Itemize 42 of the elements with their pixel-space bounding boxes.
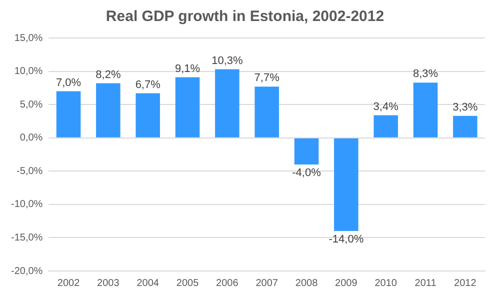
x-tick-label: 2002 (57, 278, 80, 289)
x-tick-label: 2009 (335, 278, 358, 289)
y-tick-label: -20,0% (10, 266, 43, 277)
data-label: 7,7% (254, 72, 280, 84)
x-tick-label: 2006 (216, 278, 239, 289)
y-tick-label: -10,0% (10, 199, 43, 210)
bar (96, 83, 120, 138)
data-label: -4,0% (292, 167, 322, 180)
x-tick-label: 2004 (136, 278, 160, 289)
bar (453, 116, 478, 138)
y-tick-label: 10,0% (14, 66, 43, 78)
data-label: 9,1% (174, 62, 200, 75)
data-label: 10,3% (212, 54, 243, 67)
bar (413, 82, 438, 138)
bar (136, 93, 160, 138)
bar (294, 138, 319, 164)
y-tick-label: 0,0% (20, 132, 43, 144)
y-tick-label: 15,0% (14, 32, 43, 44)
bar (56, 91, 81, 138)
y-tick-label: -5,0% (16, 166, 43, 177)
bar (175, 77, 200, 138)
data-label: 3,3% (452, 101, 478, 114)
x-tick-label: 2010 (374, 278, 398, 289)
bar (334, 138, 358, 232)
y-tick-label: -15,0% (10, 232, 43, 244)
x-tick-label: 2003 (97, 278, 120, 289)
chart-title: Real GDP growth in Estonia, 2002-2012 (106, 8, 384, 26)
y-tick-label: 5,0% (20, 99, 43, 110)
data-label: 6,7% (135, 78, 161, 91)
bar (254, 86, 279, 138)
data-label: -14,0% (328, 234, 364, 246)
bar (215, 69, 240, 138)
data-label: 8,2% (96, 68, 121, 81)
x-tick-label: 2011 (414, 278, 437, 289)
x-tick-label: 2012 (454, 278, 477, 289)
data-label: 8,3% (412, 68, 438, 80)
x-tick-label: 2005 (176, 278, 200, 289)
bar (374, 115, 398, 138)
x-tick-label: 2008 (295, 278, 318, 289)
data-label: 3,4% (373, 100, 399, 113)
data-label: 7,0% (56, 76, 82, 89)
x-tick-label: 2007 (256, 278, 278, 289)
